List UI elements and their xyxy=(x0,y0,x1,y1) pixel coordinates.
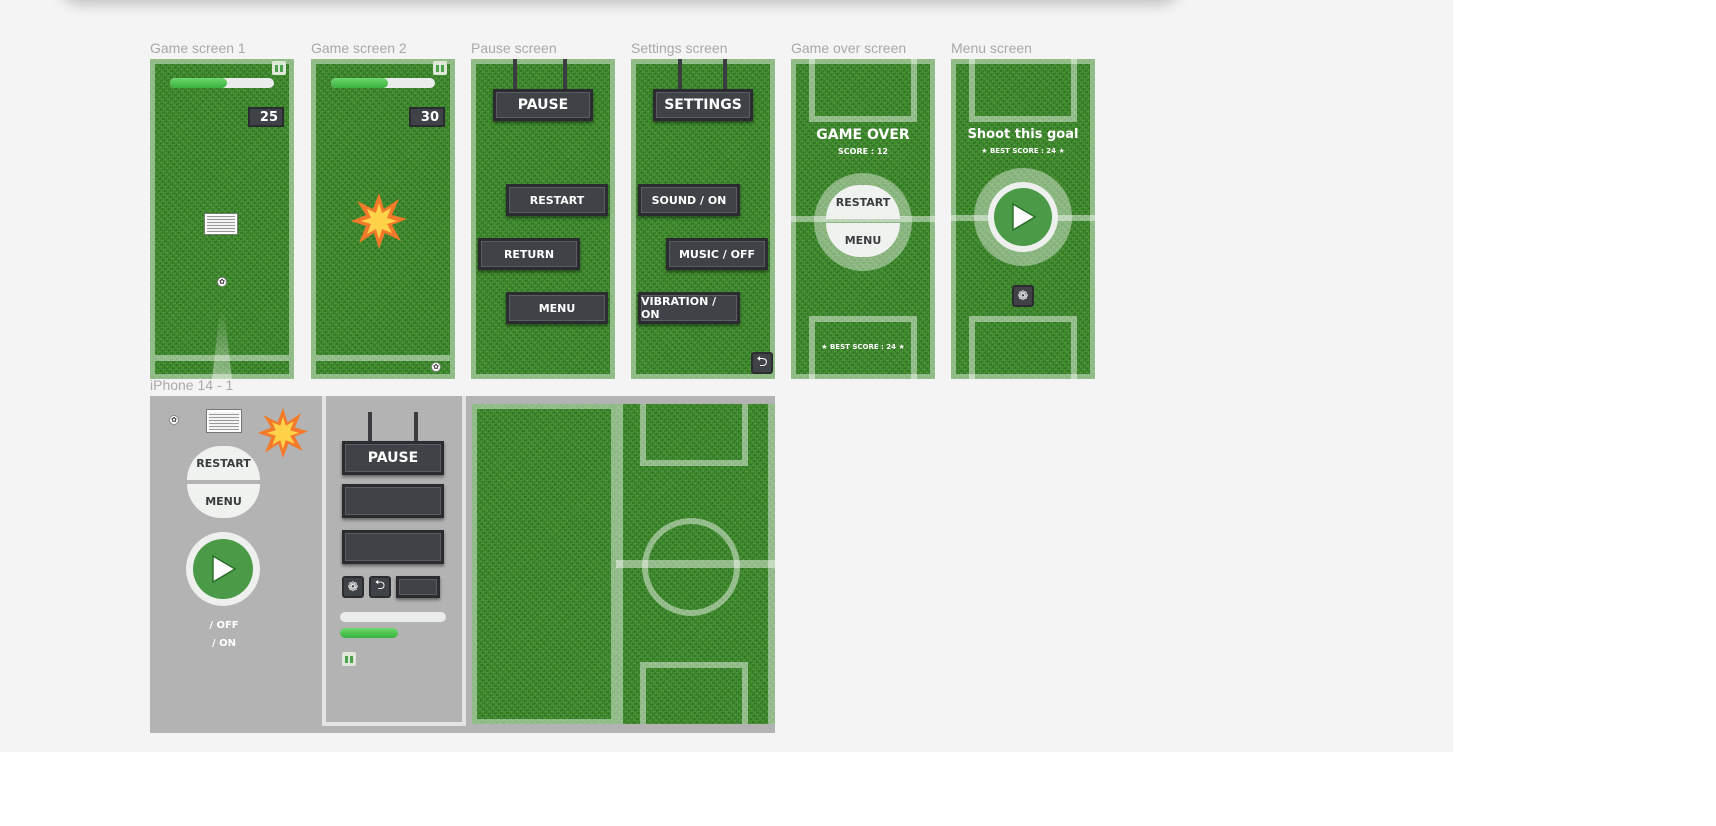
off-label: / OFF xyxy=(209,620,239,631)
progress-bar xyxy=(331,78,435,88)
field-side-line xyxy=(616,404,623,724)
sign-pole xyxy=(678,59,682,91)
goal-net-icon xyxy=(207,410,241,432)
sign-pole xyxy=(368,412,372,442)
menu-title: Shoot this goal xyxy=(967,127,1079,142)
frame-label-iphone-14[interactable]: iPhone 14 - 1 xyxy=(150,377,234,393)
frame-label-game-screen-1[interactable]: Game screen 1 xyxy=(150,40,246,56)
on-label: / ON xyxy=(211,638,236,649)
return-button[interactable]: RETURN xyxy=(478,238,580,270)
field-bottom-line xyxy=(155,355,289,361)
vibration-toggle[interactable]: VIBRATION / ON xyxy=(638,292,740,324)
sound-toggle[interactable]: SOUND / ON xyxy=(638,184,740,216)
penalty-box-top xyxy=(809,59,917,122)
field-border xyxy=(311,59,455,379)
field-border xyxy=(631,59,775,379)
penalty-box-bottom xyxy=(640,662,748,724)
halfway-line xyxy=(791,216,935,222)
field-background-pitch xyxy=(616,404,775,724)
penalty-box-top xyxy=(969,59,1077,122)
score-box: 30 xyxy=(409,107,445,127)
field-border xyxy=(471,59,615,379)
menu-button[interactable]: MENU xyxy=(506,292,608,324)
best-score-text: ★ BEST SCORE : 24 ★ xyxy=(981,147,1065,155)
field-border xyxy=(951,59,1095,379)
field-border xyxy=(150,59,294,379)
pause-screen[interactable]: PAUSE RESTART RETURN MENU xyxy=(471,59,615,379)
blank-sign-left xyxy=(342,530,444,564)
progress-fill xyxy=(331,78,389,88)
goal-net-icon xyxy=(205,214,237,234)
soccer-ball-icon[interactable]: ✿ xyxy=(431,362,441,372)
back-arrow-icon[interactable]: ⮌ xyxy=(751,352,773,374)
music-toggle[interactable]: MUSIC / OFF xyxy=(666,238,768,270)
game-screen-1[interactable]: 25 ✿ xyxy=(150,59,294,379)
score-box: 25 xyxy=(248,107,284,127)
restart-button[interactable]: RESTART xyxy=(506,184,608,216)
menu-screen[interactable]: Shoot this goal ★ BEST SCORE : 24 ★ ❁ xyxy=(951,59,1095,379)
play-button[interactable] xyxy=(988,182,1058,252)
asset-column-frame: PAUSE ❁ ⮌ xyxy=(322,396,466,726)
sign-pole xyxy=(414,412,418,442)
frame-label-game-over-screen[interactable]: Game over screen xyxy=(791,40,907,56)
pause-title-sign: PAUSE xyxy=(342,441,444,475)
asset-sheet[interactable]: ✿ RESTART MENU / OFF / ON PAUSE ❁ ⮌ xyxy=(150,396,775,733)
play-icon xyxy=(1012,202,1037,232)
play-button[interactable] xyxy=(186,532,260,606)
frame-label-pause-screen[interactable]: Pause screen xyxy=(471,40,557,56)
field-background-plain xyxy=(472,404,616,724)
field-border xyxy=(791,59,935,379)
field-border xyxy=(472,404,616,724)
progress-bar xyxy=(170,78,274,88)
game-over-title: GAME OVER xyxy=(816,127,910,143)
field-bottom-line xyxy=(316,355,450,361)
penalty-box-bottom xyxy=(809,316,917,379)
soccer-ball-icon: ✿ xyxy=(169,415,179,425)
score-text: SCORE : 12 xyxy=(838,147,888,156)
best-score-text: ★ BEST SCORE : 24 ★ xyxy=(821,343,905,351)
penalty-box-bottom xyxy=(969,316,1077,379)
game-screen-2[interactable]: 30 ✿ xyxy=(311,59,455,379)
progress-fill xyxy=(340,628,399,638)
field-side-line xyxy=(768,404,775,724)
settings-screen[interactable]: SETTINGS SOUND / ON MUSIC / OFF VIBRATIO… xyxy=(631,59,775,379)
fingerprint-icon[interactable]: ❁ xyxy=(1012,285,1034,307)
game-over-screen[interactable]: GAME OVER SCORE : 12 RESTART MENU ★ BEST… xyxy=(791,59,935,379)
sign-pole xyxy=(723,59,727,91)
center-circle xyxy=(642,518,740,616)
frame-label-game-screen-2[interactable]: Game screen 2 xyxy=(311,40,407,56)
pause-icon[interactable] xyxy=(433,61,447,75)
frame-label-settings-screen[interactable]: Settings screen xyxy=(631,40,728,56)
design-canvas: Game screen 1 25 ✿ Game screen 2 30 ✿ Pa… xyxy=(0,0,1453,752)
progress-fill xyxy=(170,78,228,88)
explosion-icon xyxy=(351,193,407,249)
frame-label-menu-screen[interactable]: Menu screen xyxy=(951,40,1032,56)
sign-pole xyxy=(563,59,567,91)
sign-pole xyxy=(513,59,517,91)
pause-title-sign: PAUSE xyxy=(493,89,593,121)
progress-bar-track xyxy=(340,612,446,622)
penalty-box-top xyxy=(640,404,748,466)
progress-bar xyxy=(340,628,446,638)
menu-button[interactable]: MENU xyxy=(187,484,260,518)
settings-title-sign: SETTINGS xyxy=(653,89,753,121)
restart-button[interactable]: RESTART xyxy=(187,446,260,480)
explosion-icon xyxy=(257,407,309,459)
soccer-ball-icon[interactable]: ✿ xyxy=(217,277,227,287)
fingerprint-icon[interactable]: ❁ xyxy=(342,576,364,598)
pause-icon[interactable] xyxy=(272,61,286,75)
back-arrow-icon[interactable]: ⮌ xyxy=(369,576,391,598)
play-icon xyxy=(212,554,237,584)
blank-small-sign xyxy=(396,576,440,598)
blank-sign-right xyxy=(342,484,444,518)
pause-icon[interactable] xyxy=(342,652,356,666)
